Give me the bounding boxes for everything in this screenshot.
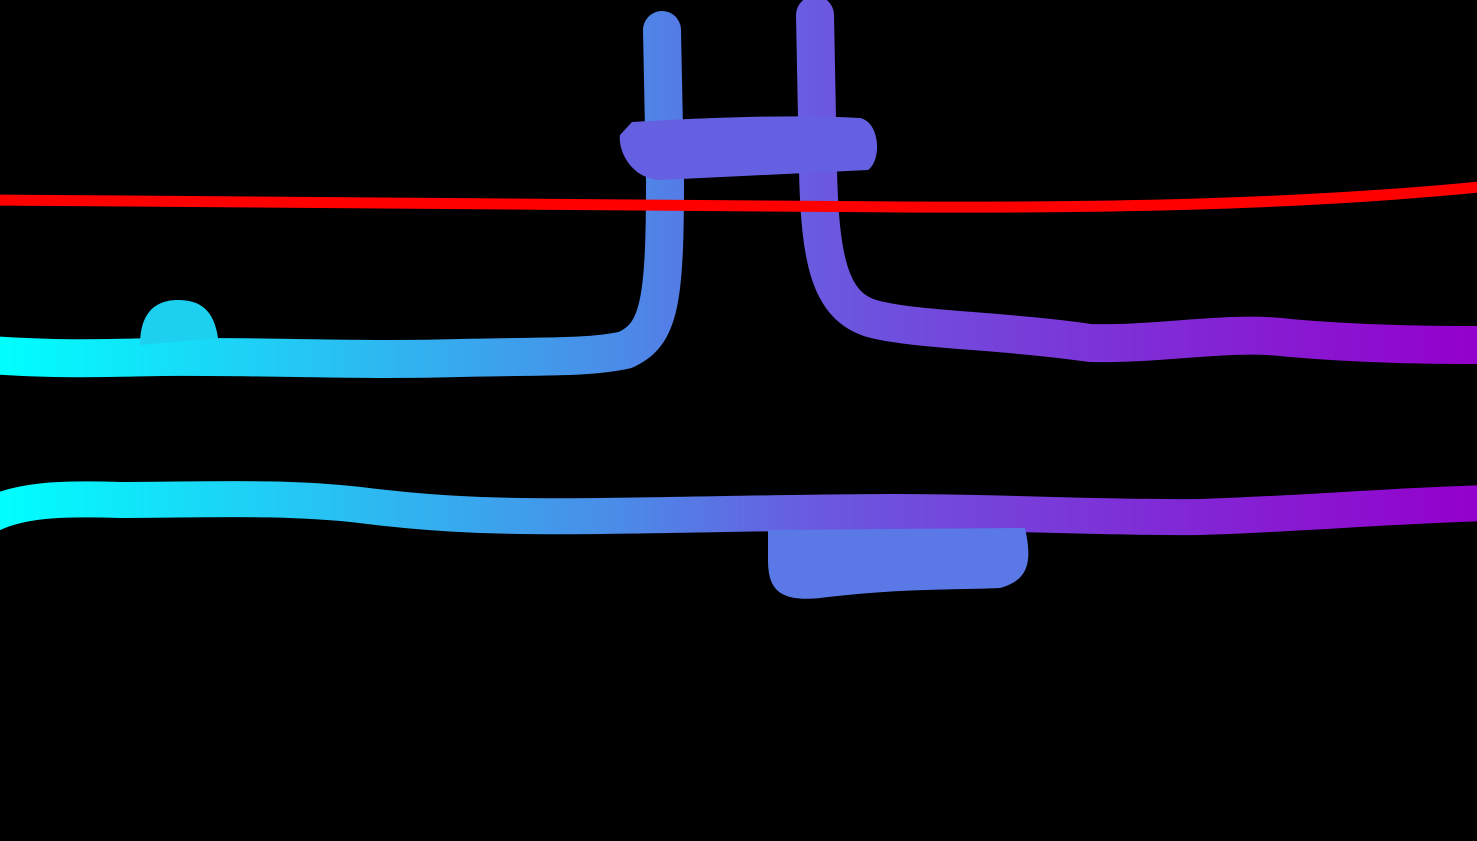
lower-stroke — [0, 481, 1477, 536]
red-line — [0, 181, 1477, 213]
upper-stroke-left — [0, 11, 684, 378]
upper-stroke-bump — [140, 300, 218, 345]
h-crossbar — [619, 116, 878, 180]
upper-stroke-right — [796, 0, 1477, 364]
lower-stroke-blob — [768, 528, 1029, 599]
